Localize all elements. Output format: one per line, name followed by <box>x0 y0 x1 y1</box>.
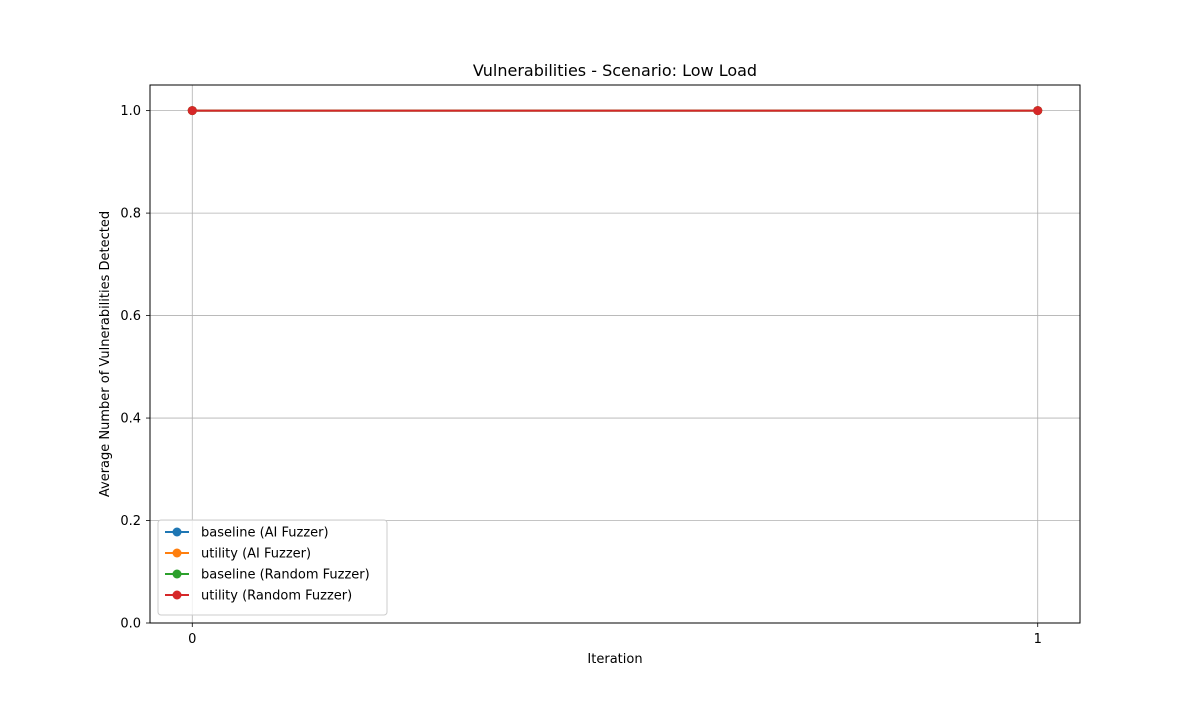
legend-label: baseline (Random Fuzzer) <box>201 568 370 583</box>
x-axis-label: Iteration <box>587 652 642 667</box>
legend-marker <box>172 527 182 537</box>
plot-frame <box>149 84 1081 624</box>
series-layer <box>187 106 1043 116</box>
data-point-utility-random-fuzzer <box>187 106 197 116</box>
legend-label: utility (Random Fuzzer) <box>201 589 352 604</box>
y-tick-label: 0.2 <box>120 514 141 529</box>
y-tick-label: 0.0 <box>120 617 141 632</box>
legend-label: baseline (AI Fuzzer) <box>201 526 329 541</box>
y-axis-label: Average Number of Vulnerabilities Detect… <box>98 211 113 497</box>
y-tick-label: 1.0 <box>120 104 141 119</box>
y-tick-label: 0.8 <box>120 207 141 222</box>
x-tick-label: 0 <box>188 632 196 647</box>
chart-title: Vulnerabilities - Scenario: Low Load <box>473 61 757 80</box>
y-tick-label: 0.6 <box>120 309 141 324</box>
x-tick-label: 1 <box>1034 632 1042 647</box>
legend-marker <box>172 590 182 600</box>
legend-box <box>157 519 388 616</box>
legend-label: utility (AI Fuzzer) <box>201 547 311 562</box>
legend-marker <box>172 569 182 579</box>
legend: baseline (AI Fuzzer) utility (AI Fuzzer) b… <box>157 519 388 616</box>
data-point-utility-random-fuzzer <box>1033 106 1043 116</box>
legend-marker <box>172 548 182 558</box>
axes: 0.0 0.2 0.4 0.6 0.8 1.0 0 1 <box>120 104 1042 647</box>
y-tick-label: 0.4 <box>120 412 141 427</box>
